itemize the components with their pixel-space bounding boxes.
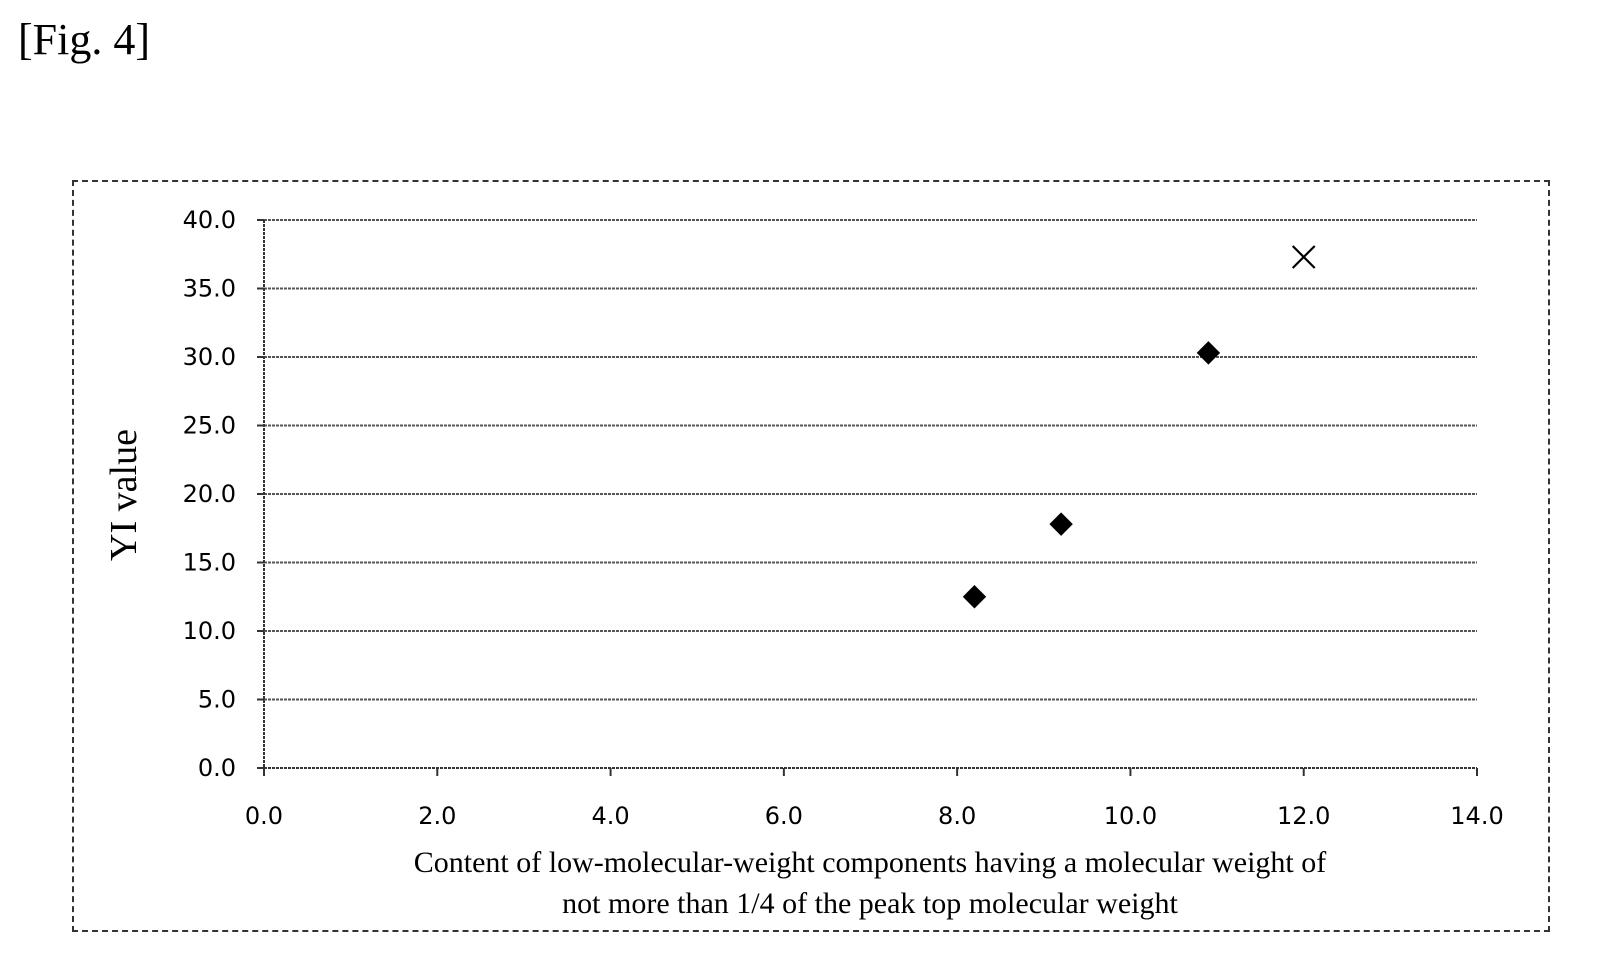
x-marker-stroke <box>1291 245 1316 269</box>
figure-label: [Fig. 4] <box>18 15 150 64</box>
x-tick-label: 6.0 <box>765 802 803 830</box>
x-tick-label: 0.0 <box>245 802 283 830</box>
x-tick-label: 14.0 <box>1450 802 1503 830</box>
grid-lines <box>264 219 1477 701</box>
y-axis-title: YI value <box>103 429 145 561</box>
y-tick-label: 40.0 <box>183 206 236 234</box>
x-tick-label: 2.0 <box>418 802 456 830</box>
diamond-marker <box>962 585 987 609</box>
y-tick-label: 5.0 <box>198 686 236 714</box>
x-marker <box>1291 245 1316 269</box>
x-tick-label: 8.0 <box>938 802 976 830</box>
x-axis-title-line-2: not more than 1/4 of the peak top molecu… <box>562 887 1178 920</box>
y-tick-label: 20.0 <box>183 480 236 508</box>
y-tick-label: 30.0 <box>183 343 236 371</box>
axes <box>257 219 1478 776</box>
data-points <box>962 245 1316 609</box>
y-tick-label: 10.0 <box>183 617 236 645</box>
tick-labels: 0.0 5.0 10.0 15.0 20.0 25.0 30.0 35.0 40.0 0.0 2.0… <box>183 206 1504 830</box>
y-tick-label: 25.0 <box>183 412 236 440</box>
chart-frame <box>72 180 1550 932</box>
x-tick-label: 4.0 <box>591 802 629 830</box>
y-tick-label: 15.0 <box>183 549 236 577</box>
diamond-marker <box>1049 512 1073 536</box>
x-tick-label: 12.0 <box>1277 802 1330 830</box>
x-tick-label: 10.0 <box>1104 802 1157 830</box>
y-tick-label: 35.0 <box>183 275 236 303</box>
diamond-marker <box>1196 341 1221 365</box>
y-tick-label: 0.0 <box>198 754 236 782</box>
x-axis-title-line-1: Content of low-molecular-weight componen… <box>414 846 1326 879</box>
